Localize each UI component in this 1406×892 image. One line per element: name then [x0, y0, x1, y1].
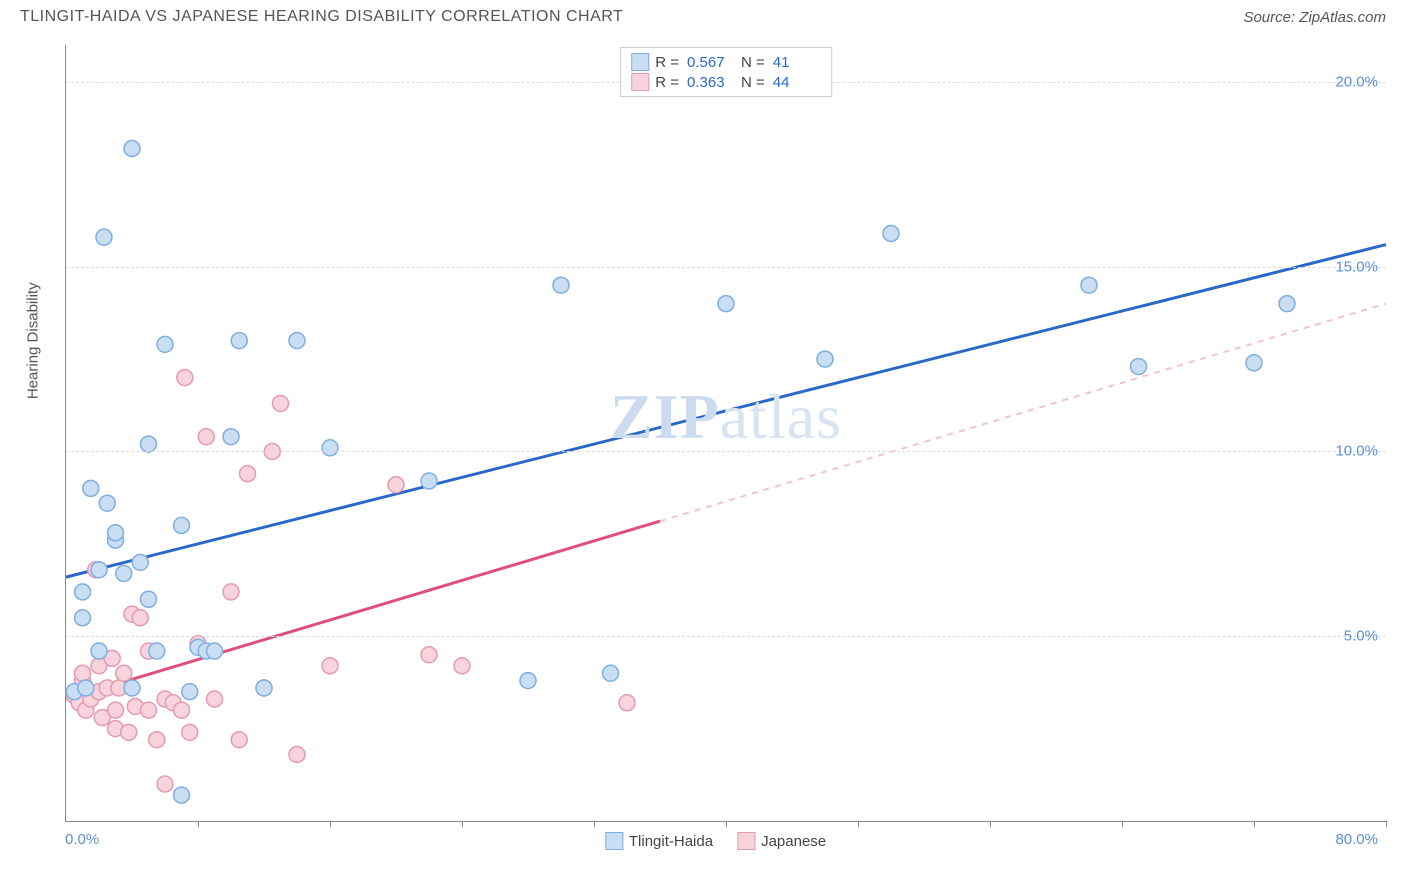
swatch-icon — [737, 832, 755, 850]
data-point — [240, 466, 256, 482]
y-tick-label: 5.0% — [1344, 628, 1378, 645]
x-tick — [594, 821, 595, 827]
data-point — [421, 473, 437, 489]
data-point — [207, 691, 223, 707]
x-max-label: 80.0% — [1335, 831, 1378, 848]
x-tick — [726, 821, 727, 827]
data-point — [553, 277, 569, 293]
data-point — [132, 610, 148, 626]
data-point — [322, 440, 338, 456]
data-point — [157, 776, 173, 792]
data-point — [817, 351, 833, 367]
legend-row-2: R = 0.363 N = 44 — [631, 72, 821, 92]
data-point — [141, 591, 157, 607]
data-point — [1279, 296, 1295, 312]
data-point — [149, 732, 165, 748]
series-legend: Tlingit-Haida Japanese — [605, 832, 826, 850]
x-tick — [990, 821, 991, 827]
trend-line — [66, 521, 660, 699]
data-point — [124, 140, 140, 156]
data-point — [273, 395, 289, 411]
data-point — [141, 436, 157, 452]
data-point — [116, 565, 132, 581]
data-point — [454, 658, 470, 674]
data-point — [75, 584, 91, 600]
data-point — [124, 680, 140, 696]
data-point — [1131, 358, 1147, 374]
data-point — [75, 665, 91, 681]
chart-container: Hearing Disability ZIPatlas R = 0.567 N … — [45, 45, 1386, 852]
data-point — [141, 702, 157, 718]
data-point — [207, 643, 223, 659]
gridline — [66, 451, 1386, 452]
x-tick — [858, 821, 859, 827]
header: TLINGIT-HAIDA VS JAPANESE HEARING DISABI… — [0, 0, 1406, 30]
y-tick-label: 20.0% — [1335, 73, 1378, 90]
data-point — [198, 429, 214, 445]
data-point — [182, 724, 198, 740]
data-point — [174, 702, 190, 718]
legend-item: Tlingit-Haida — [605, 832, 713, 850]
data-point — [174, 787, 190, 803]
data-point — [322, 658, 338, 674]
swatch-icon — [631, 53, 649, 71]
data-point — [96, 229, 112, 245]
data-point — [256, 680, 272, 696]
x-tick — [1386, 821, 1387, 827]
data-point — [78, 680, 94, 696]
x-tick — [198, 821, 199, 827]
data-point — [108, 525, 124, 541]
data-point — [619, 695, 635, 711]
data-point — [231, 732, 247, 748]
data-point — [182, 684, 198, 700]
x-tick — [462, 821, 463, 827]
data-point — [289, 746, 305, 762]
legend-row-1: R = 0.567 N = 41 — [631, 52, 821, 72]
data-point — [421, 647, 437, 663]
gridline — [66, 267, 1386, 268]
data-point — [121, 724, 137, 740]
plot-area: ZIPatlas R = 0.567 N = 41 R = 0.363 N = … — [65, 45, 1386, 822]
data-point — [223, 429, 239, 445]
swatch-icon — [631, 73, 649, 91]
data-point — [718, 296, 734, 312]
data-point — [603, 665, 619, 681]
data-point — [1081, 277, 1097, 293]
data-point — [132, 554, 148, 570]
swatch-icon — [605, 832, 623, 850]
data-point — [157, 336, 173, 352]
x-tick — [330, 821, 331, 827]
data-point — [91, 562, 107, 578]
y-tick-label: 15.0% — [1335, 258, 1378, 275]
data-point — [108, 702, 124, 718]
data-point — [289, 333, 305, 349]
data-point — [99, 495, 115, 511]
data-point — [388, 477, 404, 493]
x-tick — [1254, 821, 1255, 827]
data-point — [75, 610, 91, 626]
data-point — [116, 665, 132, 681]
data-point — [231, 333, 247, 349]
data-point — [83, 480, 99, 496]
data-point — [177, 370, 193, 386]
y-tick-label: 10.0% — [1335, 443, 1378, 460]
x-tick — [1122, 821, 1123, 827]
gridline — [66, 636, 1386, 637]
data-point — [883, 225, 899, 241]
source-attribution: Source: ZipAtlas.com — [1243, 9, 1386, 26]
chart-title: TLINGIT-HAIDA VS JAPANESE HEARING DISABI… — [20, 8, 623, 26]
correlation-legend: R = 0.567 N = 41 R = 0.363 N = 44 — [620, 47, 832, 97]
data-point — [149, 643, 165, 659]
data-point — [520, 673, 536, 689]
data-point — [1246, 355, 1262, 371]
x-min-label: 0.0% — [65, 831, 99, 848]
data-point — [91, 643, 107, 659]
legend-item: Japanese — [737, 832, 826, 850]
y-axis-label: Hearing Disability — [25, 282, 42, 399]
data-point — [174, 517, 190, 533]
trend-line — [66, 245, 1386, 578]
plot-svg — [66, 45, 1386, 821]
data-point — [223, 584, 239, 600]
